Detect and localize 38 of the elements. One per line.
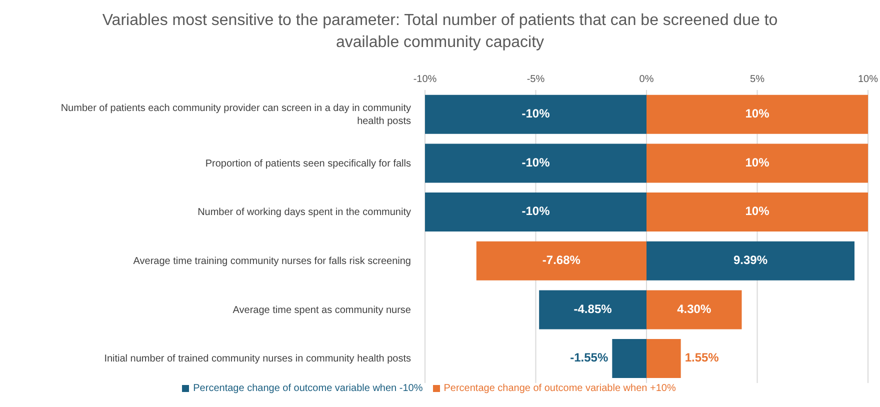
y-tick-label: Number of patients each community provider can screen in a day in community health posts [60, 102, 411, 127]
bar [425, 94, 646, 134]
bar [646, 144, 868, 183]
bar [612, 339, 646, 378]
y-tick-label: Initial number of trained community nurses in community health posts [104, 353, 411, 364]
x-tick-label: -5% [526, 74, 545, 85]
bar [425, 144, 646, 183]
x-tick-label: 10% [858, 74, 878, 85]
data-label: 9.39% [733, 253, 768, 268]
data-label: 10% [745, 204, 770, 218]
data-label: 4.30% [677, 302, 712, 316]
chart-title: Variables most sensitive to the parameter: Total number of patients that can be screened due to available community capacity [101, 11, 779, 53]
legend-label: Percentage change of outcome variable when +10% [444, 383, 676, 394]
bar [646, 241, 854, 280]
x-tick-label: -10% [413, 74, 437, 85]
legend-label: Percentage change of outcome variable when -10% [193, 383, 423, 394]
data-label: -10% [522, 204, 550, 218]
data-label: -10% [522, 106, 550, 121]
y-tick-label: Average time spent as community nurse [232, 304, 412, 316]
data-label: 1.55% [684, 350, 720, 365]
data-label: -7.68% [542, 253, 581, 268]
data-label: -1.55% [570, 350, 608, 365]
y-tick-label: Average time training community nurses for falls risk screening [133, 256, 411, 267]
data-label: -10% [522, 155, 550, 170]
bar [539, 290, 646, 330]
bar [476, 241, 646, 280]
bar [646, 192, 868, 232]
y-tick-label: Number of working days spent in the community [198, 206, 411, 218]
x-tick-label: 5% [750, 74, 765, 85]
x-tick-label: 0% [639, 74, 654, 85]
bar [646, 290, 742, 330]
data-label: 10% [745, 106, 770, 121]
data-label: 10% [745, 155, 770, 170]
bar [425, 192, 646, 232]
y-tick-label: Proportion of patients seen specifically for falls [205, 158, 411, 169]
bar [646, 339, 681, 378]
data-label: -4.85% [574, 302, 612, 316]
bar [646, 94, 868, 134]
